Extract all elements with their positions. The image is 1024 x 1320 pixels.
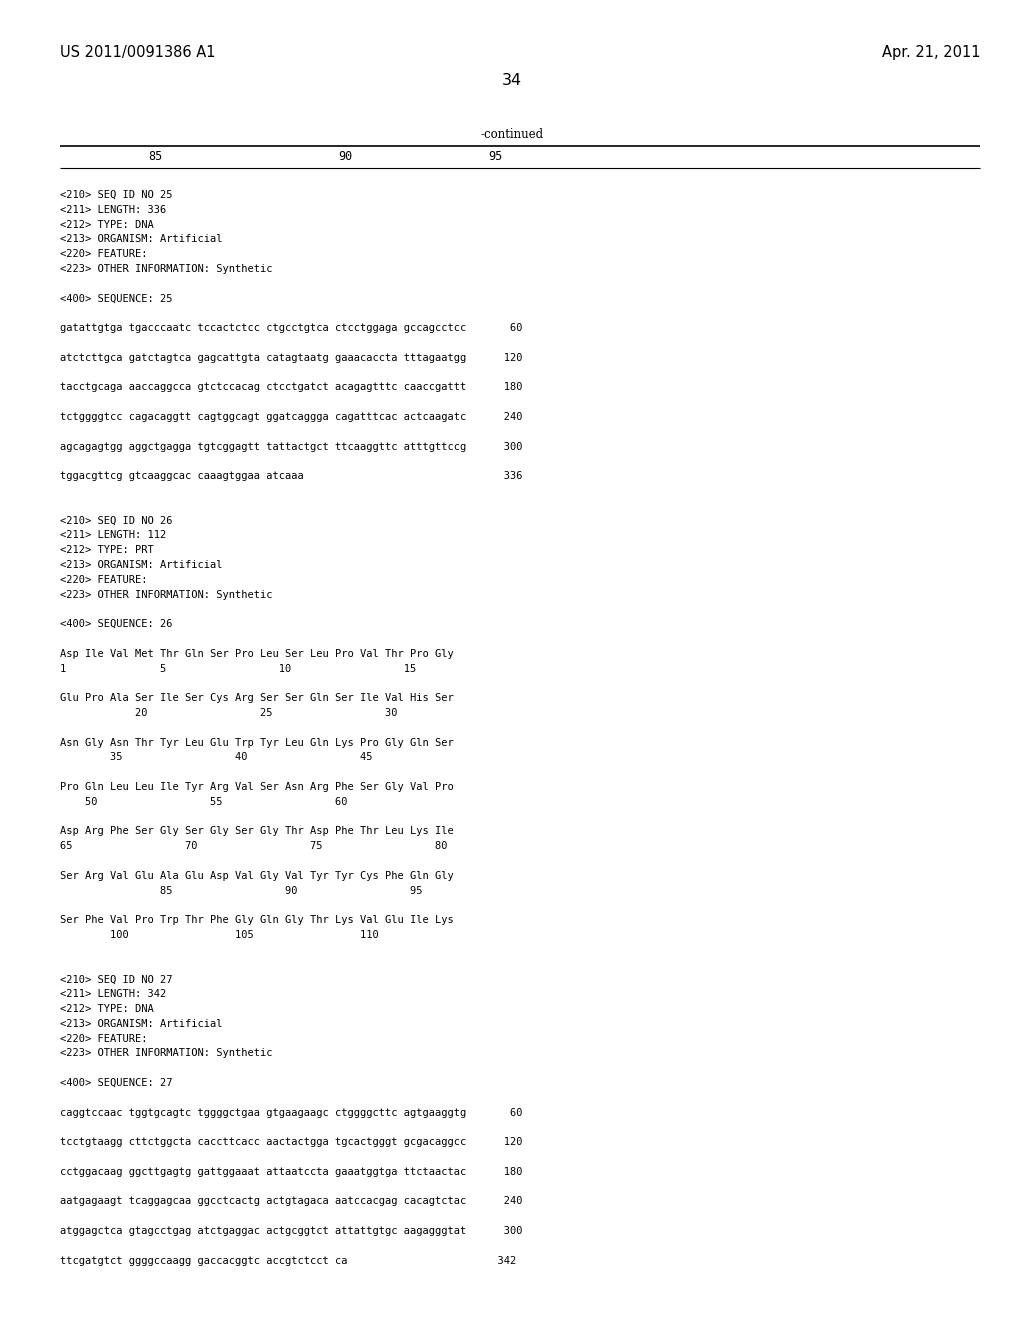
Text: cctggacaag ggcttgagtg gattggaaat attaatccta gaaatggtga ttctaactac      180: cctggacaag ggcttgagtg gattggaaat attaatc… (60, 1167, 522, 1177)
Text: <210> SEQ ID NO 26: <210> SEQ ID NO 26 (60, 516, 172, 525)
Text: ttcgatgtct ggggccaagg gaccacggtc accgtctcct ca                        342: ttcgatgtct ggggccaagg gaccacggtc accgtct… (60, 1255, 516, 1266)
Text: agcagagtgg aggctgagga tgtcggagtt tattactgct ttcaaggttc atttgttccg      300: agcagagtgg aggctgagga tgtcggagtt tattact… (60, 442, 522, 451)
Text: Ser Arg Val Glu Ala Glu Asp Val Gly Val Tyr Tyr Cys Phe Gln Gly: Ser Arg Val Glu Ala Glu Asp Val Gly Val … (60, 871, 454, 880)
Text: <400> SEQUENCE: 26: <400> SEQUENCE: 26 (60, 619, 172, 630)
Text: 50                  55                  60: 50 55 60 (60, 797, 347, 807)
Text: Ser Phe Val Pro Trp Thr Phe Gly Gln Gly Thr Lys Val Glu Ile Lys: Ser Phe Val Pro Trp Thr Phe Gly Gln Gly … (60, 915, 454, 925)
Text: <220> FEATURE:: <220> FEATURE: (60, 1034, 147, 1044)
Text: 85: 85 (147, 150, 162, 164)
Text: atctcttgca gatctagtca gagcattgta catagtaatg gaaacaccta tttagaatgg      120: atctcttgca gatctagtca gagcattgta catagta… (60, 352, 522, 363)
Text: <212> TYPE: DNA: <212> TYPE: DNA (60, 1005, 154, 1014)
Text: Apr. 21, 2011: Apr. 21, 2011 (882, 45, 980, 59)
Text: 95: 95 (487, 150, 502, 164)
Text: 85                  90                  95: 85 90 95 (60, 886, 423, 895)
Text: 1               5                  10                  15: 1 5 10 15 (60, 664, 416, 673)
Text: <211> LENGTH: 342: <211> LENGTH: 342 (60, 989, 166, 999)
Text: <220> FEATURE:: <220> FEATURE: (60, 574, 147, 585)
Text: atggagctca gtagcctgag atctgaggac actgcggtct attattgtgc aagagggtat      300: atggagctca gtagcctgag atctgaggac actgcgg… (60, 1226, 522, 1236)
Text: tcctgtaagg cttctggcta caccttcacc aactactgga tgcactgggt gcgacaggcc      120: tcctgtaagg cttctggcta caccttcacc aactact… (60, 1138, 522, 1147)
Text: tggacgttcg gtcaaggcac caaagtggaa atcaaa                                336: tggacgttcg gtcaaggcac caaagtggaa atcaaa … (60, 471, 522, 482)
Text: Asn Gly Asn Thr Tyr Leu Glu Trp Tyr Leu Gln Lys Pro Gly Gln Ser: Asn Gly Asn Thr Tyr Leu Glu Trp Tyr Leu … (60, 738, 454, 747)
Text: <210> SEQ ID NO 25: <210> SEQ ID NO 25 (60, 190, 172, 201)
Text: <211> LENGTH: 112: <211> LENGTH: 112 (60, 531, 166, 540)
Text: tctggggtcc cagacaggtt cagtggcagt ggatcaggga cagatttcac actcaagatc      240: tctggggtcc cagacaggtt cagtggcagt ggatcag… (60, 412, 522, 422)
Text: <400> SEQUENCE: 27: <400> SEQUENCE: 27 (60, 1078, 172, 1088)
Text: <213> ORGANISM: Artificial: <213> ORGANISM: Artificial (60, 235, 222, 244)
Text: <223> OTHER INFORMATION: Synthetic: <223> OTHER INFORMATION: Synthetic (60, 590, 272, 599)
Text: <211> LENGTH: 336: <211> LENGTH: 336 (60, 205, 166, 215)
Text: Asp Arg Phe Ser Gly Ser Gly Ser Gly Thr Asp Phe Thr Leu Lys Ile: Asp Arg Phe Ser Gly Ser Gly Ser Gly Thr … (60, 826, 454, 837)
Text: 34: 34 (502, 73, 522, 88)
Text: Asp Ile Val Met Thr Gln Ser Pro Leu Ser Leu Pro Val Thr Pro Gly: Asp Ile Val Met Thr Gln Ser Pro Leu Ser … (60, 649, 454, 659)
Text: <212> TYPE: DNA: <212> TYPE: DNA (60, 219, 154, 230)
Text: <212> TYPE: PRT: <212> TYPE: PRT (60, 545, 154, 556)
Text: <223> OTHER INFORMATION: Synthetic: <223> OTHER INFORMATION: Synthetic (60, 264, 272, 275)
Text: aatgagaagt tcaggagcaa ggcctcactg actgtagaca aatccacgag cacagtctac      240: aatgagaagt tcaggagcaa ggcctcactg actgtag… (60, 1196, 522, 1206)
Text: tacctgcaga aaccaggcca gtctccacag ctcctgatct acagagtttc caaccgattt      180: tacctgcaga aaccaggcca gtctccacag ctcctga… (60, 383, 522, 392)
Text: 20                  25                  30: 20 25 30 (60, 708, 397, 718)
Text: 35                  40                  45: 35 40 45 (60, 752, 373, 763)
Text: caggtccaac tggtgcagtc tggggctgaa gtgaagaagc ctggggcttc agtgaaggtg       60: caggtccaac tggtgcagtc tggggctgaa gtgaaga… (60, 1107, 522, 1118)
Text: Pro Gln Leu Leu Ile Tyr Arg Val Ser Asn Arg Phe Ser Gly Val Pro: Pro Gln Leu Leu Ile Tyr Arg Val Ser Asn … (60, 781, 454, 792)
Text: US 2011/0091386 A1: US 2011/0091386 A1 (60, 45, 215, 59)
Text: <213> ORGANISM: Artificial: <213> ORGANISM: Artificial (60, 560, 222, 570)
Text: Glu Pro Ala Ser Ile Ser Cys Arg Ser Ser Gln Ser Ile Val His Ser: Glu Pro Ala Ser Ile Ser Cys Arg Ser Ser … (60, 693, 454, 704)
Text: 65                  70                  75                  80: 65 70 75 80 (60, 841, 447, 851)
Text: gatattgtga tgacccaatc tccactctcc ctgcctgtca ctcctggaga gccagcctcc       60: gatattgtga tgacccaatc tccactctcc ctgcctg… (60, 323, 522, 333)
Text: <210> SEQ ID NO 27: <210> SEQ ID NO 27 (60, 974, 172, 985)
Text: 90: 90 (338, 150, 352, 164)
Text: <223> OTHER INFORMATION: Synthetic: <223> OTHER INFORMATION: Synthetic (60, 1048, 272, 1059)
Text: <213> ORGANISM: Artificial: <213> ORGANISM: Artificial (60, 1019, 222, 1028)
Text: 100                 105                 110: 100 105 110 (60, 931, 379, 940)
Text: -continued: -continued (480, 128, 544, 141)
Text: <400> SEQUENCE: 25: <400> SEQUENCE: 25 (60, 293, 172, 304)
Text: <220> FEATURE:: <220> FEATURE: (60, 249, 147, 259)
